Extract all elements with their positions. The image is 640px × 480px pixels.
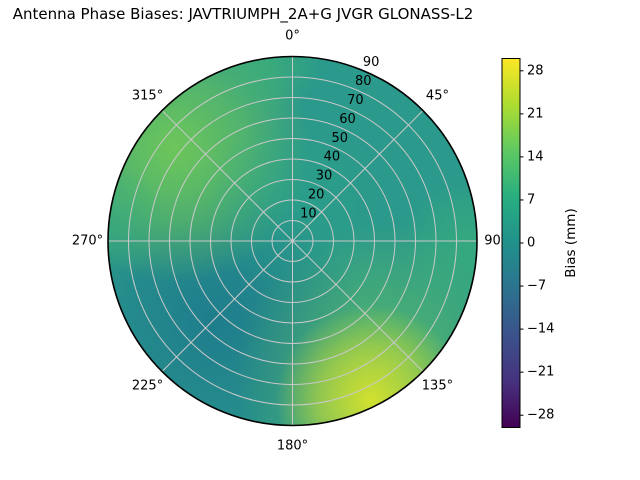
angular-tick-label: 0°: [285, 29, 300, 44]
radial-tick-label: 70: [347, 93, 364, 108]
colorbar-tick-label: −14: [527, 322, 554, 337]
radial-tick-label: 20: [308, 188, 325, 203]
heatmap-blob: [213, 56, 323, 115]
angular-tick-label: 180°: [277, 439, 308, 454]
grid-spoke: [161, 240, 293, 372]
angular-tick-label: 225°: [132, 378, 163, 393]
angular-tick-label: 135°: [422, 378, 453, 393]
colorbar-gradient: [501, 58, 521, 428]
colorbar-tick-label: 7: [527, 192, 535, 207]
colorbar-tick-label: 14: [527, 149, 544, 164]
grid-spoke: [292, 110, 424, 242]
radial-tick-label: 30: [316, 169, 333, 184]
colorbar-axis-label: Bias (mm): [563, 208, 579, 277]
angular-tick-label: 45°: [426, 89, 449, 104]
colorbar-tick-label: −21: [527, 365, 554, 380]
colorbar-tick-label: −28: [527, 408, 554, 423]
radial-tick-label: 40: [324, 150, 341, 165]
radial-tick-label: 60: [339, 112, 356, 127]
grid-spoke: [161, 110, 293, 242]
heatmap-blob: [276, 305, 466, 426]
colorbar: 28 21 14 7 0 −7 −14 −21 −28: [501, 58, 554, 428]
heatmap-blob: [108, 160, 168, 280]
polar-outline: [107, 55, 478, 427]
grid-spoke: [292, 240, 424, 372]
angular-tick-label: 315°: [132, 89, 163, 104]
radial-tick-label: 10: [300, 207, 317, 222]
colorbar-tick-label: 21: [527, 106, 544, 121]
colorbar-tick-label: −7: [527, 279, 546, 294]
chart-title: Antenna Phase Biases: JAVTRIUMPH_2A+G JV…: [12, 5, 474, 23]
colorbar-tick-label: 28: [527, 63, 544, 78]
radial-tick-label: 90: [363, 55, 380, 70]
radial-tick-label: 50: [331, 131, 348, 146]
angular-tick-label: 90: [484, 234, 501, 249]
angular-tick-label: 270°: [72, 234, 103, 249]
heatmap-blob: [400, 178, 477, 318]
heatmap-field: [108, 56, 477, 426]
radial-tick-label: 80: [355, 74, 372, 89]
colorbar-tick-label: 0: [527, 236, 535, 251]
polar-grid: [108, 56, 477, 426]
